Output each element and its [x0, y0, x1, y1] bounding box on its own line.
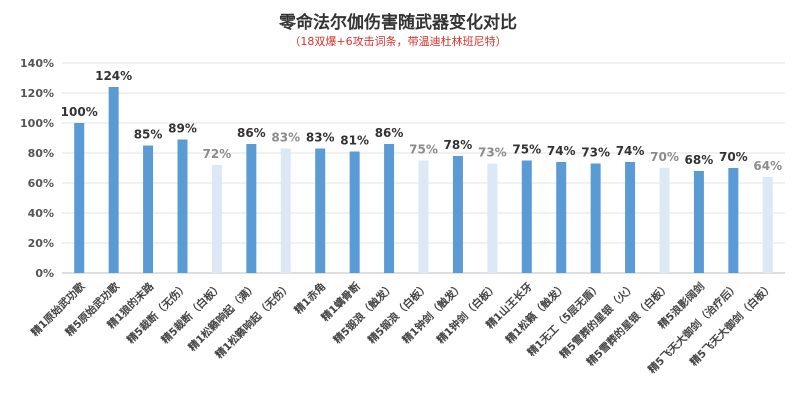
bar — [556, 162, 567, 273]
bar — [280, 148, 291, 273]
bar — [143, 145, 154, 273]
y-tick-label: 60% — [28, 177, 54, 190]
x-tick-label: 精5锻浪（触发） — [331, 280, 397, 346]
bar — [177, 139, 188, 273]
data-label: 75% — [512, 143, 541, 157]
x-tick-label: 精5裁断（无伤） — [124, 280, 190, 346]
chart-subtitle: （18双爆+6攻击词条，带温迪杜林班尼特） — [289, 35, 507, 48]
bar — [384, 144, 395, 273]
bar — [211, 165, 222, 273]
x-tick-label: 精1松籁（触发） — [503, 280, 569, 346]
data-label: 100% — [61, 105, 98, 119]
data-label: 72% — [203, 147, 232, 161]
data-label: 78% — [444, 138, 473, 152]
data-label: 68% — [685, 153, 714, 167]
bar — [349, 151, 360, 273]
data-label: 86% — [237, 126, 266, 140]
bar — [659, 168, 670, 273]
bar — [487, 163, 498, 273]
bar — [452, 156, 463, 273]
bar — [315, 148, 326, 273]
bar — [590, 163, 601, 273]
data-label: 83% — [306, 131, 335, 145]
y-tick-label: 100% — [20, 117, 54, 130]
data-label: 89% — [168, 122, 197, 136]
y-axis-ticks: 0% 20% 40% 60% 80% 100% 120% 140% — [20, 57, 54, 280]
bar — [728, 168, 739, 273]
y-tick-label: 140% — [20, 57, 54, 70]
bar — [521, 160, 532, 273]
bar — [625, 162, 636, 273]
y-tick-label: 40% — [28, 207, 54, 220]
y-tick-label: 0% — [35, 267, 54, 280]
y-tick-label: 80% — [28, 147, 54, 160]
bar — [693, 171, 704, 273]
data-labels: 100% 124% 85% 89% 72% 86% 83% 83% 81% 86% 75% 78% 73… — [61, 69, 782, 173]
x-tick-label: 精1钟剑（触发） — [400, 280, 466, 346]
data-label: 85% — [134, 128, 163, 142]
bar — [108, 87, 119, 273]
data-label: 124% — [95, 69, 132, 83]
data-label: 64% — [753, 159, 782, 173]
data-label: 75% — [409, 143, 438, 157]
x-tick-label: 精5裁断（白板） — [159, 280, 225, 346]
data-label: 86% — [375, 126, 404, 140]
y-tick-label: 20% — [28, 237, 54, 250]
data-label: 70% — [719, 150, 748, 164]
data-label: 83% — [271, 131, 300, 145]
x-axis-labels: 精1原始武功歌精5原始武功歌精1狼的末路精5裁断（无伤）精5裁断（白板）精1松籁… — [28, 280, 775, 376]
bar — [762, 177, 773, 273]
chart-title: 零命法尔伽伤害随武器变化对比 — [279, 13, 517, 33]
data-label: 74% — [547, 144, 576, 158]
bar — [74, 123, 85, 273]
data-label: 73% — [581, 146, 610, 160]
data-label: 81% — [340, 134, 369, 148]
data-label: 73% — [478, 146, 507, 160]
bars — [74, 87, 773, 273]
y-tick-label: 120% — [20, 87, 54, 100]
data-label: 74% — [616, 144, 645, 158]
x-tick-label: 精1钟剑（白板） — [434, 280, 500, 346]
bar — [418, 160, 429, 273]
bar — [246, 144, 257, 273]
x-tick-label: 精5锻浪（白板） — [365, 280, 431, 346]
data-label: 70% — [650, 150, 679, 164]
